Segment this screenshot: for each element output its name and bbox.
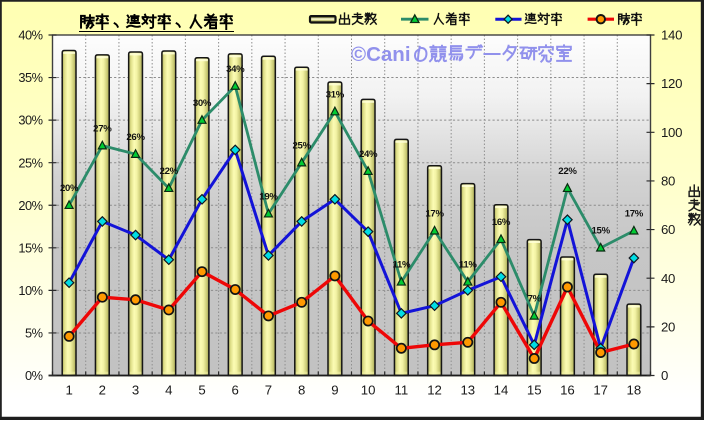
svg-text:10: 10	[361, 383, 376, 398]
svg-text:80: 80	[661, 174, 675, 189]
svg-text:15%: 15%	[592, 226, 611, 237]
svg-text:19%: 19%	[259, 192, 278, 203]
svg-text:30%: 30%	[193, 98, 212, 109]
svg-text:0: 0	[661, 368, 668, 383]
svg-text:10%: 10%	[18, 283, 42, 298]
svg-text:26%: 26%	[126, 132, 145, 143]
svg-text:15%: 15%	[18, 240, 42, 255]
svg-text:16: 16	[560, 383, 575, 398]
svg-text:35%: 35%	[18, 70, 42, 85]
svg-text:22%: 22%	[558, 166, 577, 177]
svg-text:17%: 17%	[625, 209, 644, 220]
svg-text:22%: 22%	[160, 166, 179, 177]
svg-text:11: 11	[394, 383, 408, 398]
svg-text:20%: 20%	[18, 198, 42, 213]
svg-text:20: 20	[661, 319, 675, 334]
svg-text:15: 15	[527, 383, 542, 398]
svg-text:17%: 17%	[425, 209, 444, 220]
svg-text:40%: 40%	[18, 28, 42, 43]
svg-text:11%: 11%	[392, 260, 411, 271]
svg-text:17: 17	[593, 383, 608, 398]
svg-text:©Cani: ©Cani	[351, 43, 411, 66]
svg-text:7%: 7%	[528, 294, 542, 305]
svg-text:31%: 31%	[326, 89, 345, 100]
svg-text:9: 9	[331, 383, 338, 398]
svg-text:1: 1	[65, 383, 72, 398]
svg-text:24%: 24%	[359, 149, 378, 160]
svg-text:8: 8	[298, 383, 305, 398]
svg-text:6: 6	[232, 383, 239, 398]
svg-text:13: 13	[460, 383, 475, 398]
svg-text:100: 100	[661, 125, 682, 140]
svg-text:20%: 20%	[60, 183, 79, 194]
svg-text:25%: 25%	[18, 155, 42, 170]
svg-text:16%: 16%	[492, 217, 511, 228]
svg-text:60: 60	[661, 222, 675, 237]
svg-text:120: 120	[661, 76, 682, 91]
svg-text:34%: 34%	[226, 64, 245, 75]
svg-text:14: 14	[494, 383, 509, 398]
svg-text:12: 12	[427, 383, 442, 398]
svg-text:2: 2	[99, 383, 106, 398]
svg-text:11%: 11%	[459, 260, 478, 271]
svg-text:4: 4	[165, 383, 172, 398]
svg-text:5%: 5%	[25, 326, 43, 341]
svg-text:40: 40	[661, 271, 675, 286]
svg-text:27%: 27%	[93, 123, 112, 134]
svg-text:18: 18	[627, 383, 642, 398]
svg-text:25%: 25%	[293, 140, 312, 151]
svg-text:5: 5	[198, 383, 205, 398]
svg-text:30%: 30%	[18, 113, 42, 128]
svg-text:7: 7	[265, 383, 272, 398]
svg-text:3: 3	[132, 383, 139, 398]
svg-text:140: 140	[661, 28, 682, 43]
svg-text:0%: 0%	[25, 368, 43, 383]
